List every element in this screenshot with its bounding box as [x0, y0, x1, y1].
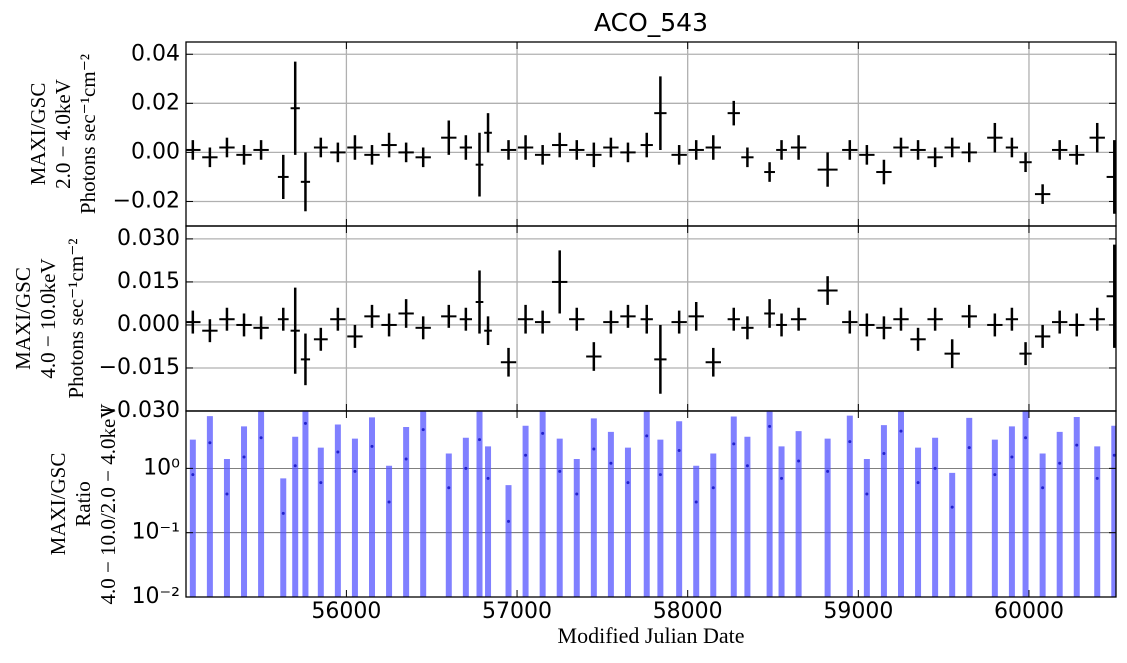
ratio-point	[191, 473, 195, 477]
ratio-point	[259, 436, 263, 440]
ratio-point	[933, 466, 937, 470]
ratio-point	[464, 466, 468, 470]
y-tick-label: −0.02	[113, 188, 180, 213]
ratio-point	[404, 457, 408, 461]
ratio-point	[658, 473, 662, 477]
y-tick-label: 0.015	[117, 269, 180, 294]
ratio-point	[486, 476, 490, 480]
y-axis-label: Ratio	[71, 481, 95, 527]
ratio-point	[1095, 476, 1099, 480]
ratio-point	[353, 469, 357, 473]
y-tick-label: 10⁰	[143, 455, 180, 480]
ratio-point	[950, 505, 954, 509]
ratio-point	[336, 450, 340, 454]
ratio-point	[319, 481, 323, 485]
ratio-point	[225, 492, 229, 496]
ratio-point	[1075, 443, 1079, 447]
ratio-point	[848, 440, 852, 444]
ratio-point	[478, 438, 482, 442]
x-axis-label: Modified Julian Date	[558, 623, 745, 648]
y-axis-label: MAXI/GSC	[11, 267, 35, 370]
ratio-point	[387, 500, 391, 504]
ratio-point	[732, 442, 736, 446]
ratio-point	[626, 481, 630, 485]
y-axis-label: MAXI/GSC	[46, 453, 70, 556]
y-axis-label: Photons sec⁻¹cm⁻²	[64, 238, 88, 398]
y-tick-label: 0.00	[131, 139, 180, 164]
axes-frame	[185, 410, 1117, 598]
ratio-point	[592, 447, 596, 451]
ratio-point	[421, 428, 425, 432]
axes-frame	[185, 41, 1117, 227]
y-axis-label: 4.0 − 10.0keV	[36, 258, 60, 378]
ratio-point	[745, 464, 749, 468]
ratio-point	[1041, 486, 1045, 490]
ratio-point	[694, 500, 698, 504]
ratio-point	[609, 461, 613, 465]
x-tick-label: 57000	[482, 599, 552, 624]
ratio-point	[303, 421, 307, 425]
y-tick-label: 0.000	[117, 312, 180, 337]
ratio-point	[575, 492, 579, 496]
y-axis-label: 4.0 − 10.0/2.0 − 4.0keV	[96, 403, 120, 604]
ratio-point	[677, 448, 681, 452]
panel	[186, 411, 1116, 597]
ratio-point	[447, 486, 451, 490]
ratio-point	[645, 434, 649, 438]
ratio-point	[208, 441, 212, 445]
ratio-point	[882, 452, 886, 456]
ratio-point	[1024, 436, 1028, 440]
x-tick-label: 59000	[823, 599, 893, 624]
ratio-point	[370, 444, 374, 448]
y-tick-label: 0.04	[131, 41, 180, 66]
ratio-point	[293, 464, 297, 468]
ratio-point	[541, 431, 545, 435]
ratio-point	[1112, 453, 1116, 457]
ratio-point	[826, 469, 830, 473]
ratio-point	[1010, 455, 1014, 459]
ratio-point	[1058, 461, 1062, 465]
ratio-point	[558, 469, 562, 473]
y-tick-label: −0.015	[99, 355, 180, 380]
ratio-point	[865, 492, 869, 496]
y-tick-label: −0.030	[99, 398, 180, 423]
ratio-point	[916, 481, 920, 485]
ratio-point	[797, 459, 801, 463]
ratio-point	[993, 473, 997, 477]
y-axis-label: 2.0 − 4.0keV	[51, 79, 75, 189]
ratio-point	[780, 476, 784, 480]
y-axis-label: Photons sec⁻¹cm⁻²	[76, 54, 100, 214]
x-tick-label: 56000	[311, 599, 381, 624]
chart-title: ACO_543	[594, 8, 708, 37]
panel	[186, 42, 1116, 226]
y-tick-label: 0.030	[117, 226, 180, 251]
x-tick-label: 58000	[653, 599, 723, 624]
ratio-point	[524, 453, 528, 457]
ratio-point	[242, 455, 246, 459]
y-tick-label: 10⁻¹	[132, 520, 180, 545]
y-axis-label: MAXI/GSC	[26, 83, 50, 186]
y-tick-label: 0.02	[131, 90, 180, 115]
ratio-point	[507, 519, 511, 523]
panel	[186, 226, 1116, 411]
ratio-point	[967, 446, 971, 450]
ratio-point	[711, 486, 715, 490]
x-tick-label: 60000	[994, 599, 1064, 624]
ratio-point	[281, 511, 285, 515]
ratio-point	[768, 424, 772, 428]
y-tick-label: 10⁻²	[132, 584, 180, 609]
ratio-point	[899, 429, 903, 433]
